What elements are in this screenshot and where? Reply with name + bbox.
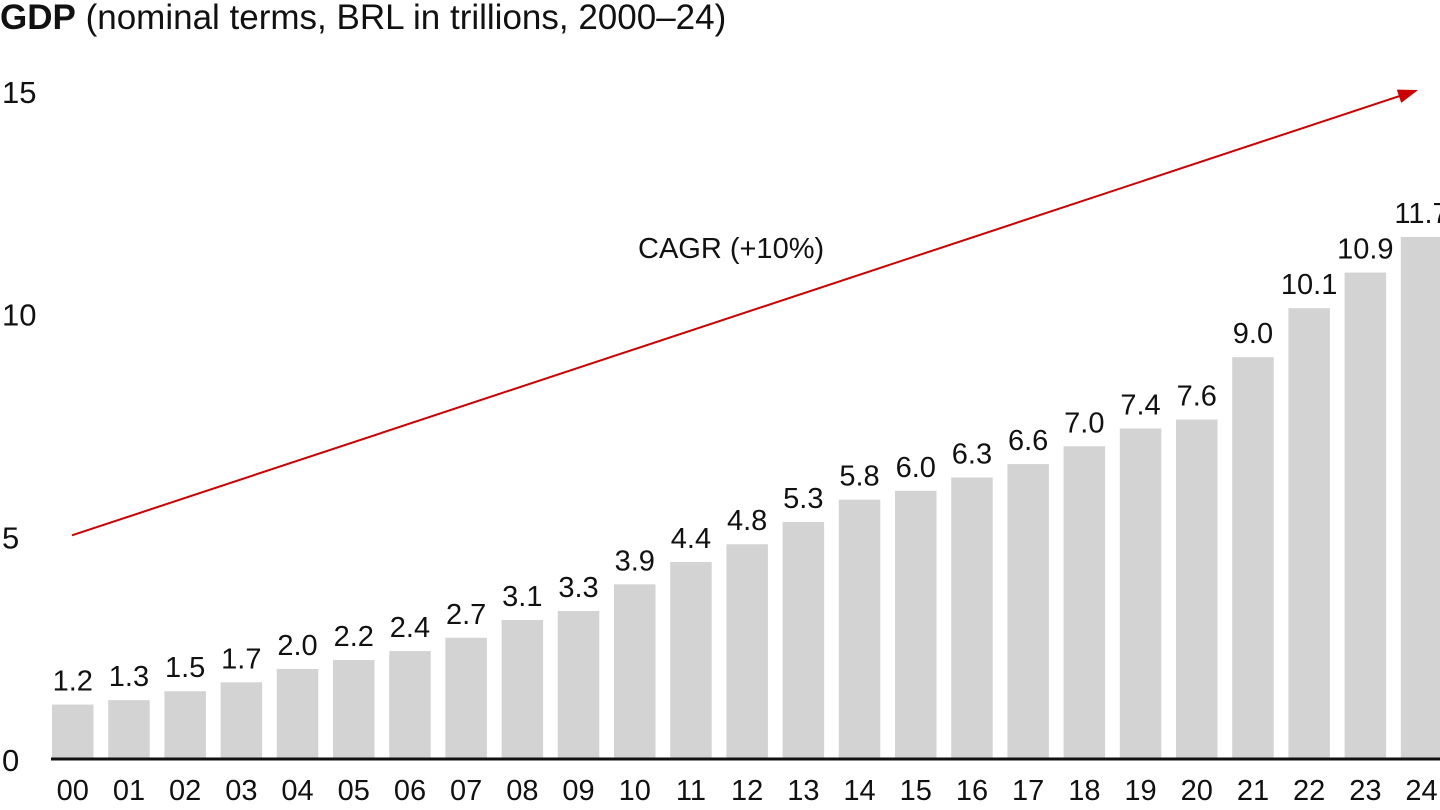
value-label: 5.8 (839, 461, 879, 493)
arrowhead-icon (1396, 89, 1418, 103)
value-label: 5.3 (783, 483, 823, 515)
x-tick-label: 11 (676, 775, 706, 807)
value-label: 3.1 (502, 581, 542, 613)
bar-24 (1400, 236, 1440, 758)
bar-07 (445, 637, 487, 758)
x-axis: 00 01 02 03 04 05 06 07 08 09 10 11 12 13 14 15 16 17 18 19… (57, 775, 1438, 807)
bar-09 (557, 611, 600, 758)
y-tick-label: 5 (2, 520, 19, 555)
value-label: 11.7 (1394, 198, 1440, 230)
bar-22 (1288, 308, 1330, 758)
value-label: 3.3 (558, 572, 598, 604)
value-label: 7.4 (1120, 389, 1160, 421)
value-label: 7.0 (1064, 407, 1104, 439)
x-tick-label: 10 (619, 775, 651, 807)
value-label: 2.2 (334, 621, 374, 653)
y-axis: 0 5 10 15 (2, 75, 36, 778)
bar-06 (389, 651, 431, 758)
x-tick-label: 18 (1068, 775, 1100, 807)
bar-20 (1176, 419, 1218, 758)
x-tick-label: 22 (1293, 775, 1325, 807)
value-label: 1.3 (109, 661, 149, 693)
x-tick-label: 15 (900, 775, 932, 807)
bar-15 (895, 490, 937, 758)
value-label: 9.0 (1233, 318, 1273, 350)
y-tick-label: 10 (2, 298, 36, 333)
bar-19 (1119, 428, 1162, 758)
bars: 1.2 1.3 1.5 1.7 2.0 2.2 2.4 2.7 3.1 3.3 3.9 4.4 4.8 5… (52, 198, 1440, 758)
y-tick-label: 15 (2, 75, 36, 110)
x-tick-label: 17 (1012, 775, 1044, 807)
value-label: 6.3 (952, 438, 992, 470)
value-label: 2.0 (277, 630, 317, 662)
bar-04 (276, 668, 319, 758)
x-tick-label: 01 (113, 775, 145, 807)
bar-12 (726, 544, 768, 758)
bar-17 (1007, 464, 1049, 758)
x-tick-label: 07 (450, 775, 482, 807)
value-label: 1.2 (53, 666, 93, 698)
cagr-annotation: CAGR (+10%) (71, 89, 1418, 537)
cagr-arrow-line (71, 93, 1405, 537)
bar-23 (1344, 272, 1387, 758)
bar-10 (614, 584, 656, 758)
value-label: 10.1 (1281, 269, 1337, 301)
x-tick-label: 02 (169, 775, 201, 807)
x-tick-label: 20 (1181, 775, 1213, 807)
chart-subtitle: (nominal terms, BRL in trillions, 2000–2… (85, 0, 727, 37)
value-label: 3.9 (615, 545, 655, 577)
x-tick-label: 19 (1124, 775, 1156, 807)
x-tick-label: 16 (956, 775, 988, 807)
x-tick-label: 03 (225, 775, 257, 807)
x-tick-label: 04 (281, 775, 313, 807)
x-tick-label: 12 (731, 775, 763, 807)
x-tick-label: 09 (562, 775, 594, 807)
value-label: 1.7 (221, 643, 261, 675)
value-label: 7.6 (1177, 381, 1217, 413)
value-label: 6.6 (1008, 425, 1048, 457)
bar-11 (670, 562, 712, 758)
bar-05 (333, 660, 375, 758)
x-tick-label: 13 (787, 775, 819, 807)
value-label: 6.0 (896, 452, 936, 484)
x-tick-label: 21 (1237, 775, 1269, 807)
bar-16 (951, 477, 993, 758)
bar-02 (164, 691, 206, 758)
x-tick-label: 08 (506, 775, 538, 807)
bar-03 (220, 682, 263, 758)
value-label: 2.4 (390, 612, 430, 644)
x-tick-label: 00 (57, 775, 89, 807)
x-tick-label: 05 (338, 775, 370, 807)
bar-00 (52, 704, 94, 758)
bar-08 (501, 619, 544, 758)
x-tick-label: 14 (843, 775, 875, 807)
bar-01 (108, 700, 150, 758)
value-label: 4.4 (671, 523, 711, 555)
value-label: 10.9 (1337, 234, 1393, 266)
x-tick-label: 23 (1349, 775, 1381, 807)
bar-21 (1232, 357, 1274, 758)
x-tick-label: 06 (394, 775, 426, 807)
title-bold: GDP (0, 0, 76, 37)
value-label: 1.5 (165, 652, 205, 684)
x-tick-label: 24 (1405, 775, 1437, 807)
chart-title: GDP (nominal terms, BRL in trillions, 20… (0, 0, 726, 38)
value-label: 2.7 (446, 599, 486, 631)
value-label: 4.8 (727, 505, 767, 537)
bar-18 (1063, 446, 1106, 758)
cagr-label: CAGR (+10%) (638, 233, 824, 265)
y-tick-label: 0 (2, 743, 19, 778)
bar-13 (782, 521, 825, 758)
bar-14 (838, 499, 881, 758)
